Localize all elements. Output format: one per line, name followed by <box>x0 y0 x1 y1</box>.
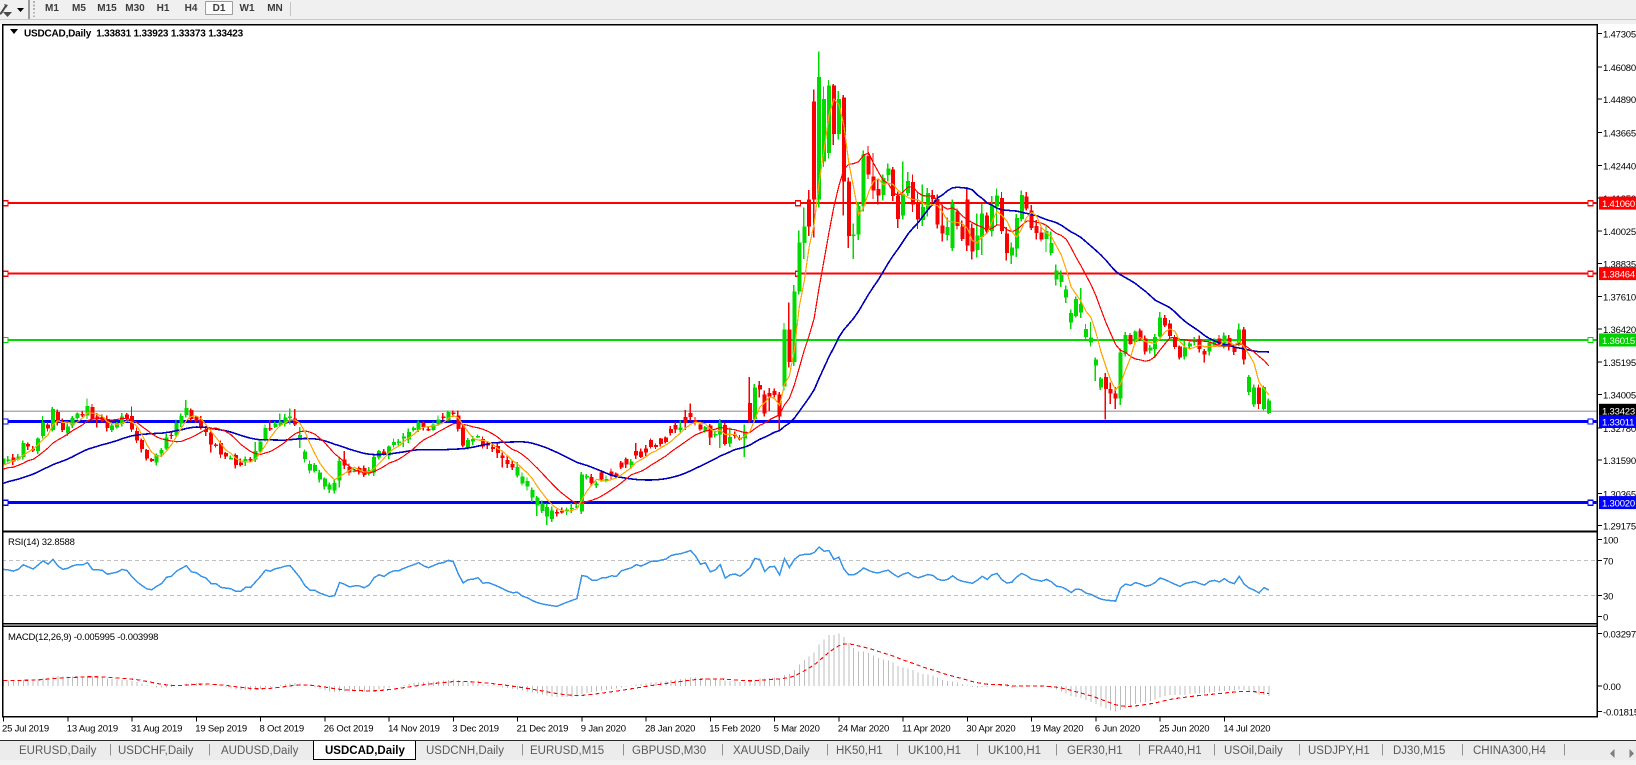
svg-text:26 Oct 2019: 26 Oct 2019 <box>324 724 374 735</box>
svg-text:15 Feb 2020: 15 Feb 2020 <box>709 724 760 735</box>
svg-text:1.29175: 1.29175 <box>1603 522 1636 533</box>
svg-text:0.00: 0.00 <box>1603 682 1621 693</box>
svg-text:1.31590: 1.31590 <box>1603 456 1636 467</box>
svg-text:0.032972: 0.032972 <box>1603 630 1636 641</box>
svg-text:1.38835: 1.38835 <box>1603 260 1636 271</box>
svg-text:1.36015: 1.36015 <box>1602 336 1635 347</box>
svg-text:31 Aug 2019: 31 Aug 2019 <box>131 724 182 735</box>
svg-text:25 Jul 2019: 25 Jul 2019 <box>2 724 49 735</box>
svg-text:USDCAD,Daily 1.33831 1.33923: USDCAD,Daily 1.33831 1.33923 1.33373 1.3… <box>24 29 244 40</box>
svg-text:5 Mar 2020: 5 Mar 2020 <box>774 724 820 735</box>
svg-text:1.41060: 1.41060 <box>1602 199 1635 210</box>
svg-text:1.33423: 1.33423 <box>1602 406 1635 417</box>
svg-text:19 May 2020: 19 May 2020 <box>1031 724 1084 735</box>
svg-text:1.37610: 1.37610 <box>1603 293 1636 304</box>
svg-text:-0.018155: -0.018155 <box>1603 708 1636 719</box>
svg-text:3 Dec 2019: 3 Dec 2019 <box>452 724 499 735</box>
svg-text:21 Dec 2019: 21 Dec 2019 <box>517 724 569 735</box>
svg-text:1.43665: 1.43665 <box>1603 129 1636 140</box>
svg-text:30: 30 <box>1603 592 1613 603</box>
svg-text:1.30365: 1.30365 <box>1603 489 1636 500</box>
svg-text:MACD(12,26,9) -0.005995 -0.003: MACD(12,26,9) -0.005995 -0.003998 <box>8 632 158 643</box>
svg-text:25 Jun 2020: 25 Jun 2020 <box>1159 724 1209 735</box>
svg-text:11 Apr 2020: 11 Apr 2020 <box>902 724 950 735</box>
svg-text:14 Nov 2019: 14 Nov 2019 <box>388 724 440 735</box>
svg-text:1.47305: 1.47305 <box>1603 30 1636 41</box>
svg-text:1.46080: 1.46080 <box>1603 63 1636 74</box>
svg-text:8 Oct 2019: 8 Oct 2019 <box>260 724 304 735</box>
svg-text:1.34005: 1.34005 <box>1603 391 1636 402</box>
svg-text:1.33011: 1.33011 <box>1602 418 1634 429</box>
svg-text:1.38464: 1.38464 <box>1602 270 1635 281</box>
svg-text:1.44890: 1.44890 <box>1603 95 1636 106</box>
svg-text:1.36420: 1.36420 <box>1603 325 1636 336</box>
svg-text:28 Jan 2020: 28 Jan 2020 <box>645 724 695 735</box>
svg-text:30 Apr 2020: 30 Apr 2020 <box>966 724 1015 735</box>
svg-text:100: 100 <box>1603 536 1618 547</box>
svg-text:19 Sep 2019: 19 Sep 2019 <box>195 724 247 735</box>
svg-text:6 Jun 2020: 6 Jun 2020 <box>1095 724 1140 735</box>
svg-text:1.30020: 1.30020 <box>1602 499 1635 510</box>
svg-text:0: 0 <box>1603 613 1608 624</box>
svg-text:RSI(14) 32.8588: RSI(14) 32.8588 <box>8 537 75 548</box>
svg-text:1.42440: 1.42440 <box>1603 162 1636 173</box>
svg-text:1.32780: 1.32780 <box>1603 424 1636 435</box>
svg-text:1.35195: 1.35195 <box>1603 358 1636 369</box>
svg-text:70: 70 <box>1603 557 1613 568</box>
svg-text:13 Aug 2019: 13 Aug 2019 <box>67 724 118 735</box>
svg-text:24 Mar 2020: 24 Mar 2020 <box>838 724 889 735</box>
svg-text:14 Jul 2020: 14 Jul 2020 <box>1223 724 1270 735</box>
svg-text:1.40025: 1.40025 <box>1603 227 1636 238</box>
svg-text:9 Jan 2020: 9 Jan 2020 <box>581 724 626 735</box>
